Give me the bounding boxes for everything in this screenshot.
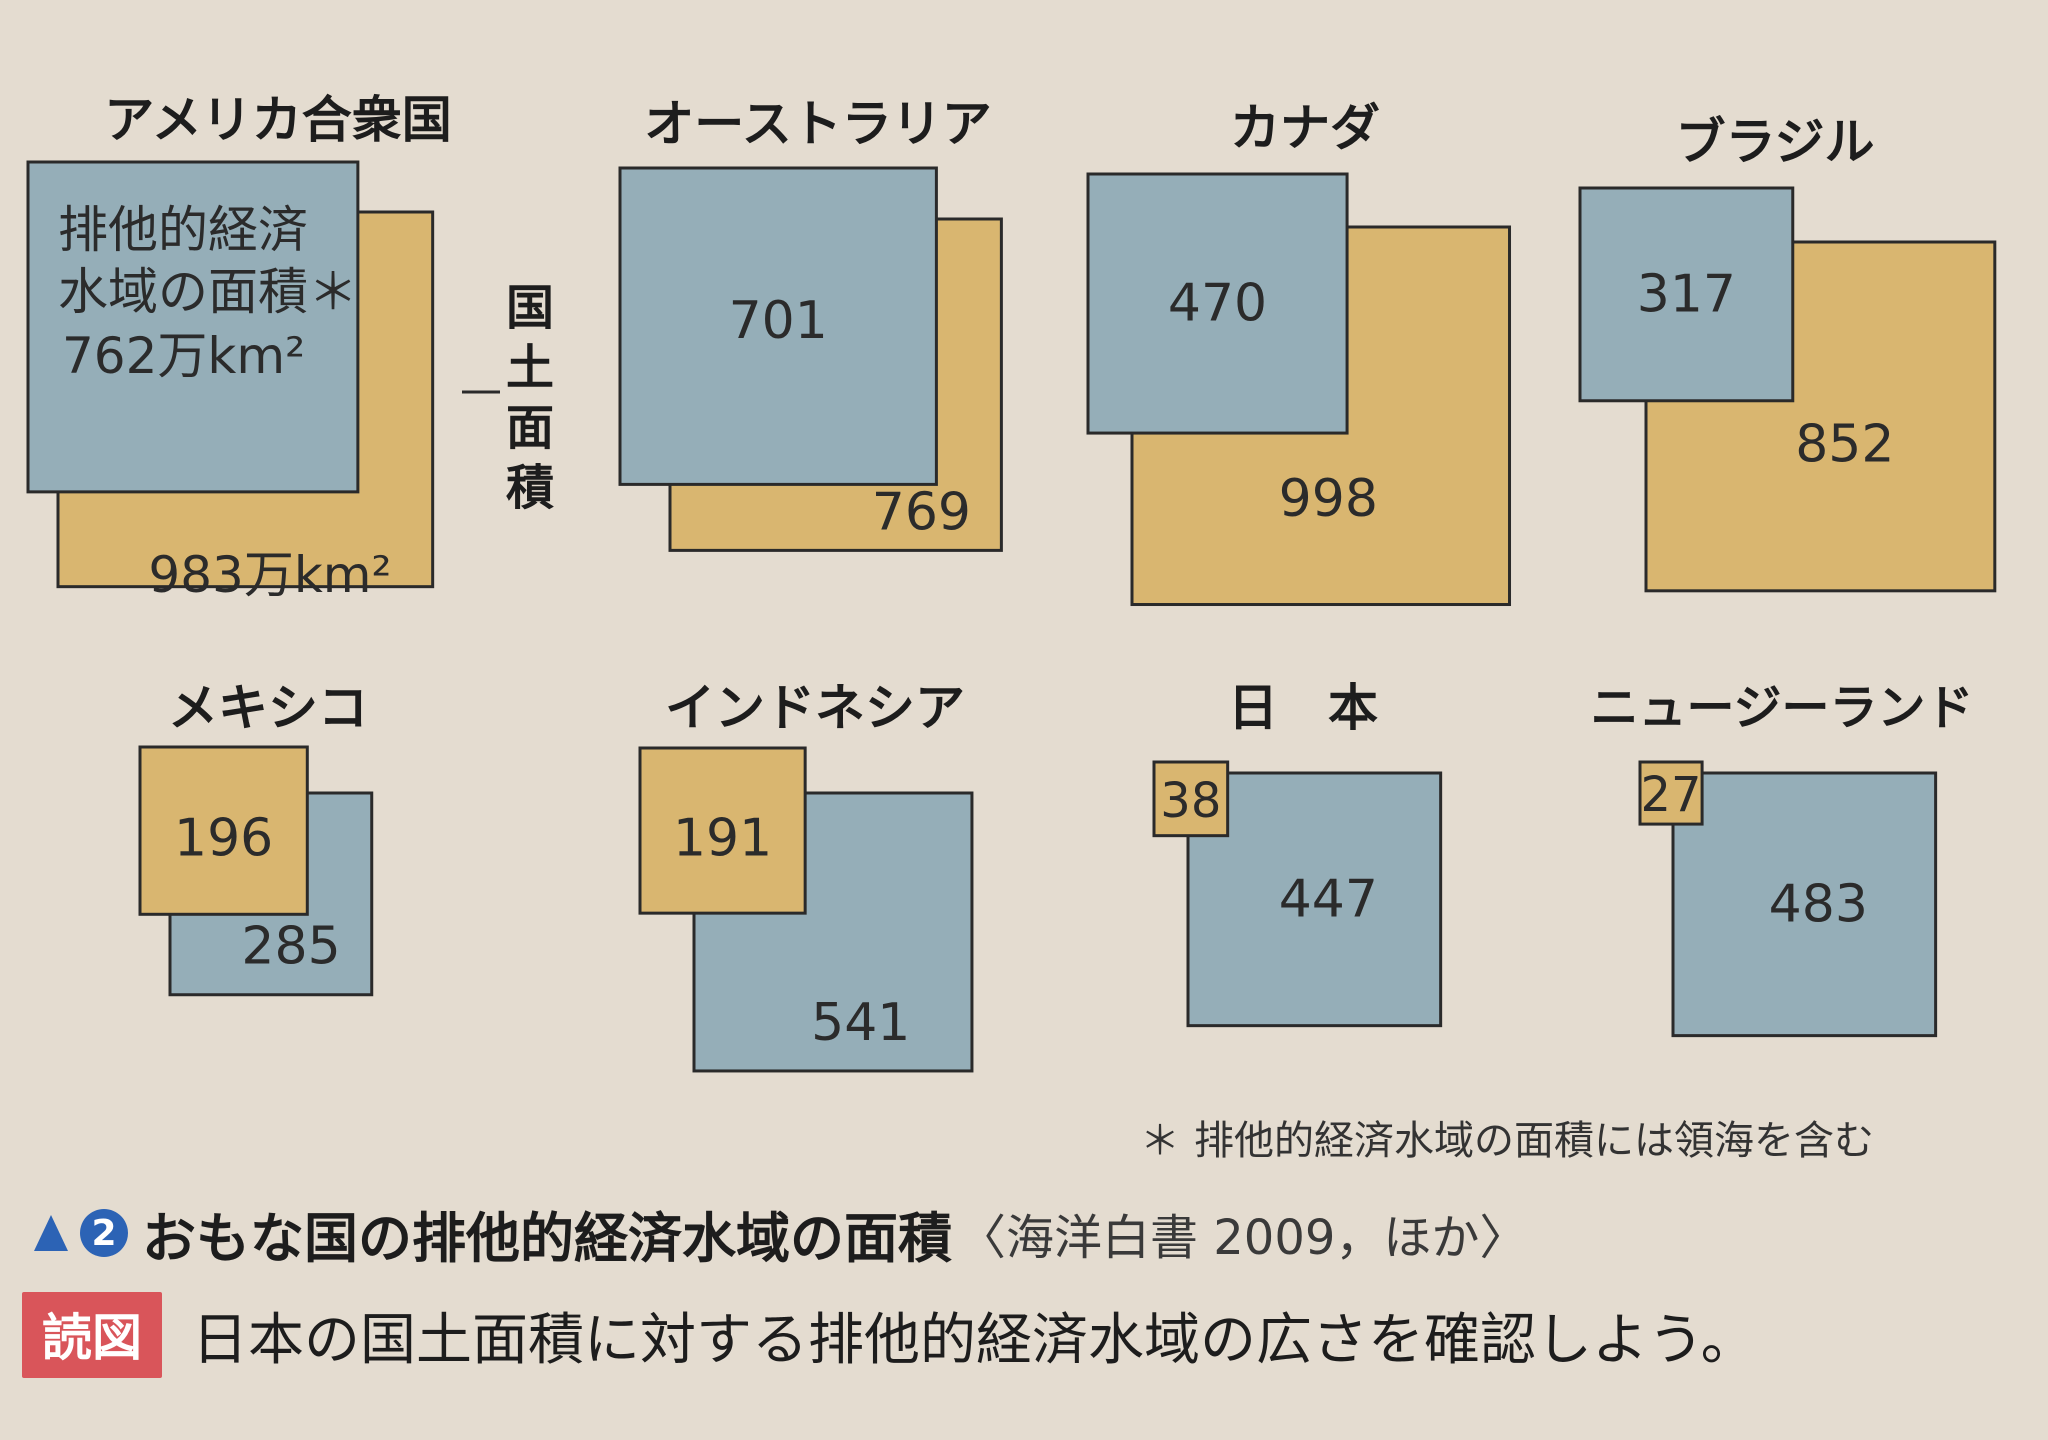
figure-source: 〈海洋白書 2009，ほか〉	[958, 1210, 1528, 1266]
land-value-label: 27	[1641, 767, 1702, 823]
country-name: 日 本	[1228, 679, 1378, 737]
land-area-square	[138, 745, 309, 916]
figure-number-badge: 2	[80, 1209, 128, 1257]
land-area-square	[1152, 760, 1230, 838]
land-value-label: 983万km²	[148, 546, 391, 604]
prompt-badge: 読図	[22, 1292, 162, 1378]
country-name: オーストラリア	[644, 95, 992, 153]
land-value-label: 998	[1279, 469, 1378, 529]
footnote-text: 排他的経済水域の面積には領海を含む	[1194, 1118, 1874, 1164]
eez-value-label: 701	[729, 291, 828, 351]
triangle-icon	[34, 1215, 68, 1251]
country-name: アメリカ合衆国	[104, 91, 452, 149]
land-legend-label-char: 国	[506, 280, 554, 336]
eez-area-square	[1186, 771, 1443, 1028]
land-value-label: 852	[1795, 414, 1894, 474]
eez-value-label: 762万km²	[62, 327, 305, 385]
land-area-square	[1638, 760, 1704, 826]
land-legend-label-char: 土	[506, 340, 554, 396]
eez-value-label: 317	[1637, 264, 1736, 324]
eez-area-square	[1578, 186, 1795, 403]
land-value-label: 38	[1160, 773, 1221, 829]
footnote-mark: ＊	[1140, 1118, 1180, 1164]
country-name: ブラジル	[1676, 113, 1875, 171]
figure-title: おもな国の排他的経済水域の面積	[142, 1206, 952, 1270]
eez-area-square	[1671, 771, 1938, 1038]
land-value-label: 769	[872, 482, 971, 542]
land-legend-label-char: 面	[506, 400, 554, 456]
land-value-label: 191	[673, 809, 772, 869]
eez-legend-label: 水域の面積＊	[58, 263, 358, 321]
prompt-text: 日本の国土面積に対する排他的経済水域の広さを確認しよう。	[192, 1307, 1757, 1373]
reading-prompt: 読図 日本の国土面積に対する排他的経済水域の広さを確認しよう。	[22, 1292, 1757, 1378]
eez-value-label: 285	[241, 917, 340, 977]
country-name: ニュージーランド	[1590, 680, 1973, 736]
eez-area-square	[26, 160, 360, 494]
country-name: カナダ	[1230, 99, 1380, 157]
eez-value-label: 470	[1168, 274, 1267, 334]
footnote: ＊ 排他的経済水域の面積には領海を含む	[1140, 1108, 2020, 1166]
eez-value-label: 483	[1769, 874, 1868, 934]
eez-legend-label: 排他的経済	[58, 201, 308, 259]
land-legend-label-char: 積	[506, 460, 554, 516]
eez-value-label: 541	[811, 993, 910, 1053]
country-name: インドネシア	[665, 679, 965, 737]
eez-area-square	[1086, 172, 1349, 435]
land-value-label: 196	[174, 809, 273, 869]
figure-caption: 2 おもな国の排他的経済水域の面積 〈海洋白書 2009，ほか〉	[34, 1198, 1528, 1270]
land-area-square	[638, 746, 807, 915]
eez-area-square	[618, 166, 938, 486]
eez-value-label: 447	[1279, 869, 1378, 929]
country-name: メキシコ	[168, 679, 368, 737]
